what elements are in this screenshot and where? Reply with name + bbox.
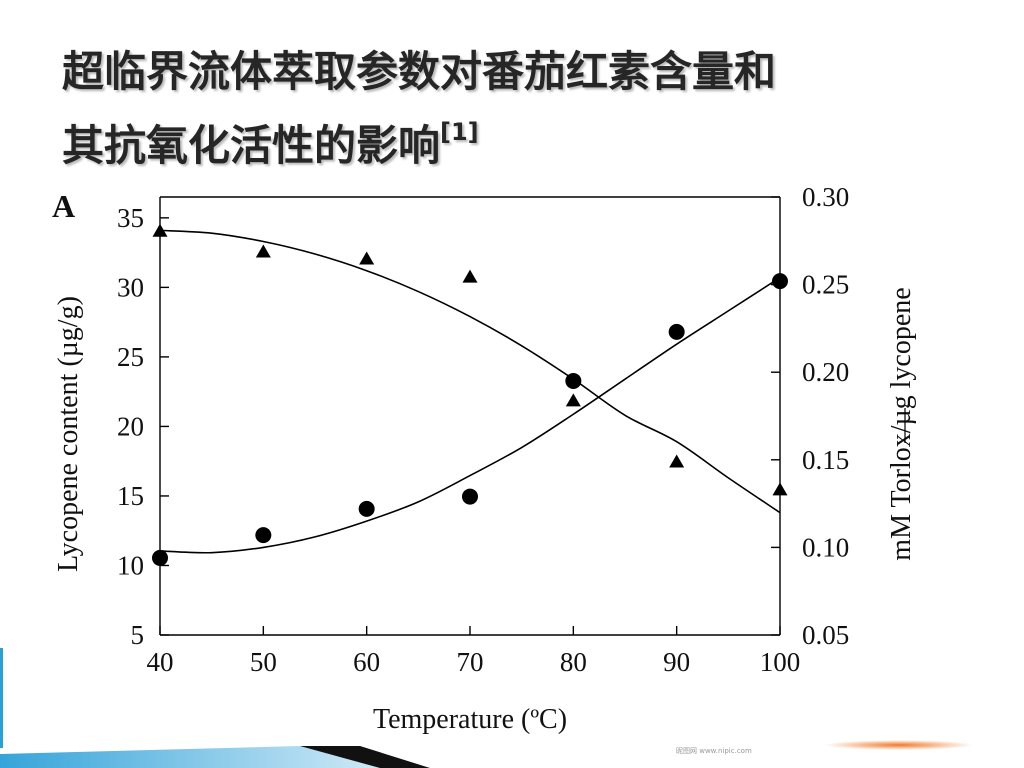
circle-data-point — [462, 488, 478, 505]
watermark: 昵图网 www.nipic.com — [676, 747, 752, 755]
slide-title-line-2-text: 其抗氧化活性的影响 — [62, 121, 441, 170]
left-y-axis-title: Lycopene content (µg/g) — [53, 296, 84, 572]
left-y-tick-label: 20 — [117, 411, 144, 441]
right-y-axis-title: mM Torlox/µg lycopene — [886, 287, 917, 560]
circle-data-point — [358, 500, 375, 517]
decorative-orange-shape — [824, 740, 974, 750]
right-y-tick-label: 0.30 — [802, 182, 849, 212]
circle-data-point — [565, 372, 582, 389]
triangle-data-point — [772, 482, 788, 496]
left-y-tick-label: 30 — [117, 272, 144, 302]
x-tick-label: 70 — [457, 647, 484, 677]
circle-data-point — [152, 549, 168, 566]
circle-data-point — [255, 527, 272, 544]
x-tick-label: 100 — [760, 647, 801, 677]
left-y-tick-label: 25 — [117, 342, 144, 372]
x-tick-label: 40 — [147, 647, 174, 677]
right-y-tick-label: 0.20 — [802, 357, 849, 387]
x-tick-label: 50 — [250, 647, 277, 677]
left-accent-bar — [0, 648, 3, 748]
triangle-data-point — [359, 251, 375, 265]
left-y-tick-label: 10 — [117, 550, 144, 580]
left-y-tick-label: 15 — [117, 481, 144, 511]
footer-dark-wedge — [300, 746, 430, 768]
footer-blue-wedge — [0, 746, 420, 768]
circle-data-point — [772, 273, 788, 290]
slide-title: 超临界流体萃取参数对番茄红素含量和 其抗氧化活性的影响[1] — [62, 42, 992, 176]
circle-data-point — [668, 323, 685, 340]
triangle-data-point — [152, 223, 168, 237]
triangle-data-point — [565, 393, 581, 407]
right-y-tick-label: 0.25 — [802, 270, 849, 300]
footer-decorative-band — [0, 746, 430, 768]
x-tick-label: 80 — [560, 647, 587, 677]
x-axis-title: Temperature (ºC) — [373, 704, 567, 735]
triangle-data-point — [462, 269, 478, 283]
left-y-tick-label: 5 — [131, 620, 145, 650]
chart-plot-area: 40 50 60 70 80 90 100 5 10 15 20 25 30 35 0.05 0.10 0.15… — [52, 182, 917, 735]
right-y-tick-label: 0.10 — [802, 532, 849, 562]
x-tick-label: 90 — [663, 647, 690, 677]
slide-title-line-2: 其抗氧化活性的影响[1] — [62, 102, 992, 176]
triangle-data-point — [669, 454, 685, 468]
right-y-tick-label: 0.05 — [802, 620, 849, 650]
lycopene-temperature-chart: 40 50 60 70 80 90 100 5 10 15 20 25 30 35 0.05 0.10 0.15… — [52, 182, 917, 735]
left-y-tick-label: 35 — [117, 203, 144, 233]
reference-marker: [1] — [440, 118, 479, 146]
triangle-data-point — [255, 244, 271, 258]
x-tick-label: 60 — [353, 647, 380, 677]
panel-label: A — [52, 188, 75, 224]
circle-series-fit-curve — [159, 276, 781, 554]
triangle-series-fit-curve — [159, 229, 781, 514]
slide-title-line-1: 超临界流体萃取参数对番茄红素含量和 — [62, 47, 777, 96]
right-y-tick-label: 0.15 — [802, 445, 849, 475]
